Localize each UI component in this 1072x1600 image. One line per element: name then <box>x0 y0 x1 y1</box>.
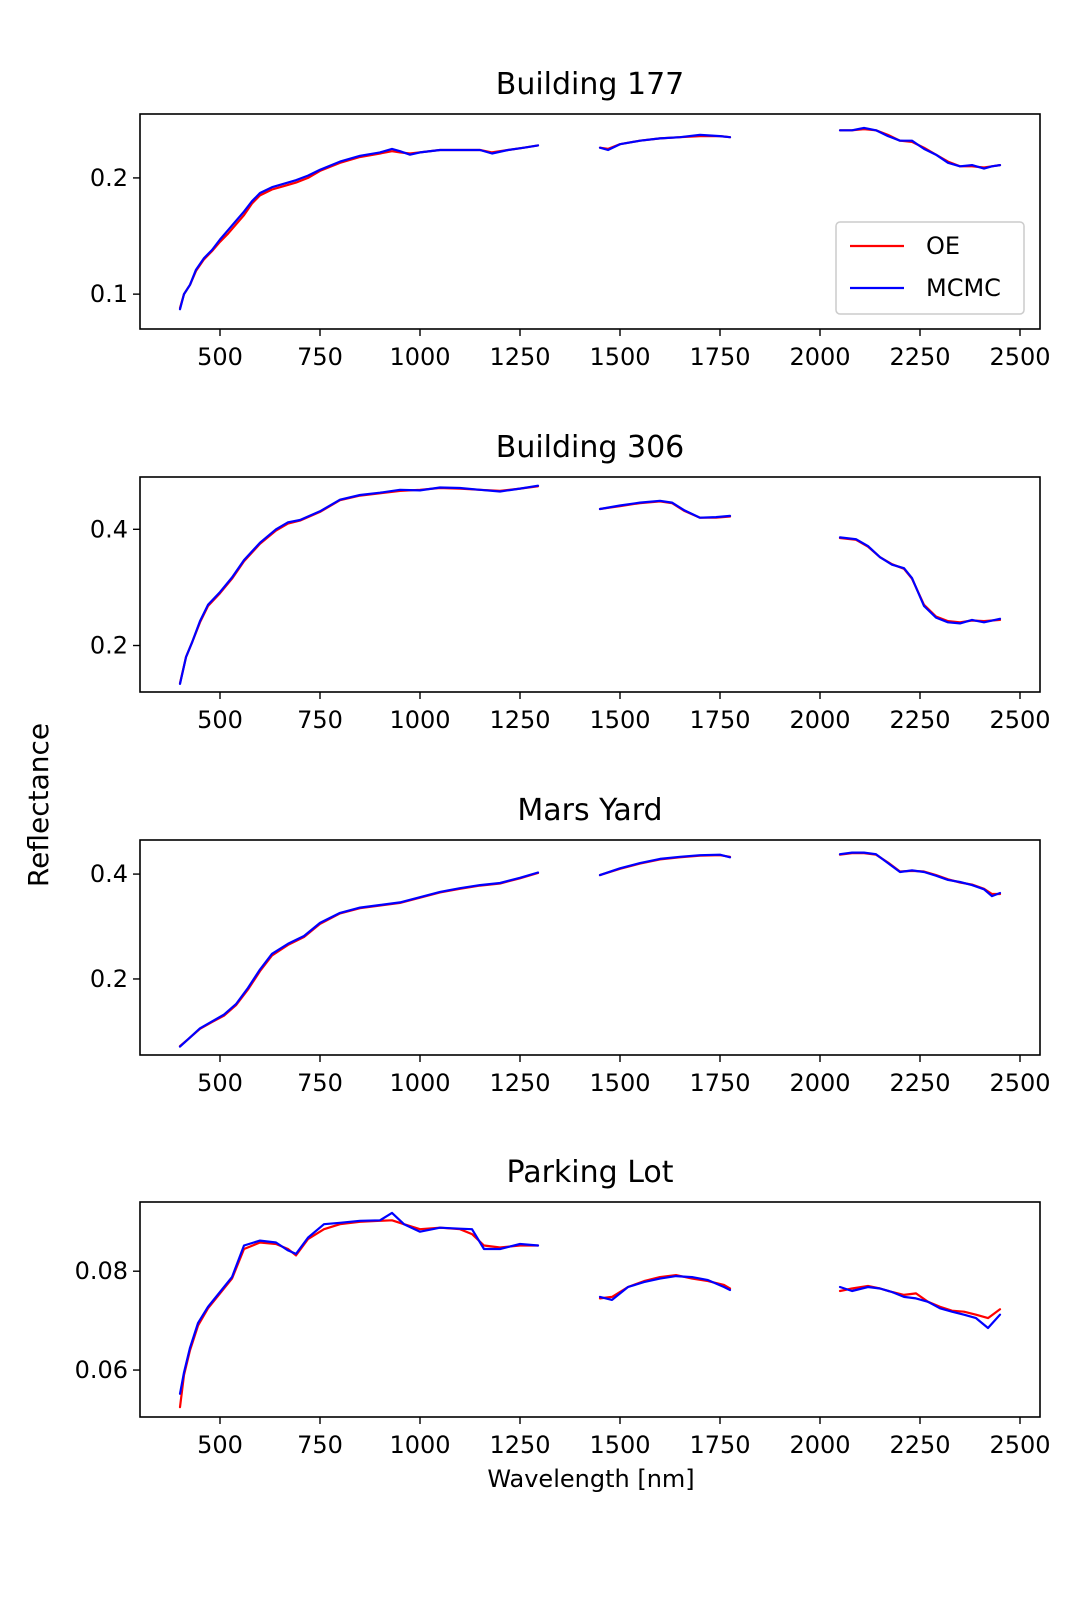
x-tick-label: 500 <box>197 1069 243 1097</box>
panel-title: Building 177 <box>496 67 685 102</box>
y-tick-label: 0.4 <box>90 515 128 543</box>
x-tick-label: 2250 <box>889 1069 950 1097</box>
panels: Building 177 500 750 1000 1250 1500 1750 2000 22… <box>75 67 1051 1459</box>
x-tick-label: 750 <box>297 1431 343 1459</box>
x-tick-label: 2000 <box>789 343 850 371</box>
x-tick-label: 1000 <box>389 706 450 734</box>
series-oe-segment-2 <box>838 128 1002 169</box>
x-tick-label: 2000 <box>789 1069 850 1097</box>
x-tick-label: 750 <box>297 1069 343 1097</box>
x-tick-label: 2250 <box>889 1431 950 1459</box>
legend: OE MCMC <box>835 221 1025 315</box>
y-tick-label: 0.08 <box>75 1257 128 1285</box>
x-tick-label: 500 <box>197 706 243 734</box>
axes-frame <box>139 113 1041 330</box>
series-mcmc-segment-0 <box>178 1211 540 1395</box>
x-tick-label: 1750 <box>689 343 750 371</box>
series-mcmc-segment-2 <box>838 851 1002 898</box>
series-oe-segment-2 <box>838 536 1002 624</box>
y-tick-label: 0.06 <box>75 1356 128 1384</box>
x-tick-label: 2250 <box>889 706 950 734</box>
legend-label-mcmc: MCMC <box>926 274 1001 302</box>
x-tick-label: 2500 <box>989 706 1050 734</box>
series-mcmc-segment-0 <box>178 871 540 1048</box>
axes-frame <box>139 1201 1041 1418</box>
panel-1: Building 306 500 750 1000 1250 1500 1750 2000 22… <box>90 430 1051 734</box>
series-oe-segment-2 <box>838 1284 1002 1320</box>
x-tick-label: 1250 <box>489 1069 550 1097</box>
legend-label-oe: OE <box>926 232 960 260</box>
axes-frame <box>139 476 1041 693</box>
series-mcmc-segment-2 <box>838 126 1002 170</box>
x-tick-label: 2500 <box>989 343 1050 371</box>
panel-2: Mars Yard 500 750 1000 1250 1500 1750 2000 2250 2… <box>90 793 1051 1097</box>
series-mcmc-segment-2 <box>838 536 1002 625</box>
series-mcmc-segment-2 <box>838 1285 1002 1330</box>
series-mcmc-segment-0 <box>178 484 540 685</box>
x-axis-label: Wavelength [nm] <box>487 1465 694 1493</box>
series-oe-segment-2 <box>838 852 1002 896</box>
x-tick-label: 500 <box>197 1431 243 1459</box>
x-tick-label: 1250 <box>489 706 550 734</box>
x-tick-label: 750 <box>297 343 343 371</box>
x-tick-label: 2000 <box>789 706 850 734</box>
x-tick-label: 2500 <box>989 1431 1050 1459</box>
x-tick-label: 2250 <box>889 343 950 371</box>
x-tick-label: 1250 <box>489 1431 550 1459</box>
y-tick-label: 0.2 <box>90 164 128 192</box>
x-tick-label: 1750 <box>689 706 750 734</box>
x-tick-label: 1000 <box>389 1069 450 1097</box>
x-tick-label: 1250 <box>489 343 550 371</box>
panel-0: Building 177 500 750 1000 1250 1500 1750 2000 22… <box>90 67 1051 371</box>
series-mcmc-segment-1 <box>598 133 732 152</box>
x-tick-label: 500 <box>197 343 243 371</box>
panel-3: Parking Lot 500 750 1000 1250 1500 1750 2000 225… <box>75 1155 1051 1459</box>
panel-title: Parking Lot <box>506 1155 673 1190</box>
x-tick-label: 2500 <box>989 1069 1050 1097</box>
x-tick-label: 750 <box>297 706 343 734</box>
panel-title: Building 306 <box>496 430 685 465</box>
series-oe-segment-0 <box>178 144 540 310</box>
x-tick-label: 1500 <box>589 706 650 734</box>
series-oe-segment-1 <box>598 500 732 519</box>
series-mcmc-segment-0 <box>178 144 540 311</box>
y-tick-label: 0.2 <box>90 965 128 993</box>
panel-title: Mars Yard <box>517 793 662 828</box>
x-tick-label: 1000 <box>389 343 450 371</box>
y-tick-label: 0.1 <box>90 280 128 308</box>
axes-frame <box>139 839 1041 1056</box>
y-axis-label: Reflectance <box>22 723 55 887</box>
series-oe-segment-0 <box>178 871 540 1048</box>
series-mcmc-segment-1 <box>598 499 732 519</box>
series-oe-segment-0 <box>178 485 540 685</box>
x-tick-label: 1500 <box>589 1069 650 1097</box>
y-tick-label: 0.2 <box>90 632 128 660</box>
y-tick-label: 0.4 <box>90 860 128 888</box>
x-tick-label: 1750 <box>689 1431 750 1459</box>
x-tick-label: 1500 <box>589 343 650 371</box>
x-tick-label: 1500 <box>589 1431 650 1459</box>
series-mcmc-segment-1 <box>598 853 732 877</box>
series-mcmc-segment-1 <box>598 1275 732 1301</box>
x-tick-label: 2000 <box>789 1431 850 1459</box>
x-tick-label: 1000 <box>389 1431 450 1459</box>
x-tick-label: 1750 <box>689 1069 750 1097</box>
